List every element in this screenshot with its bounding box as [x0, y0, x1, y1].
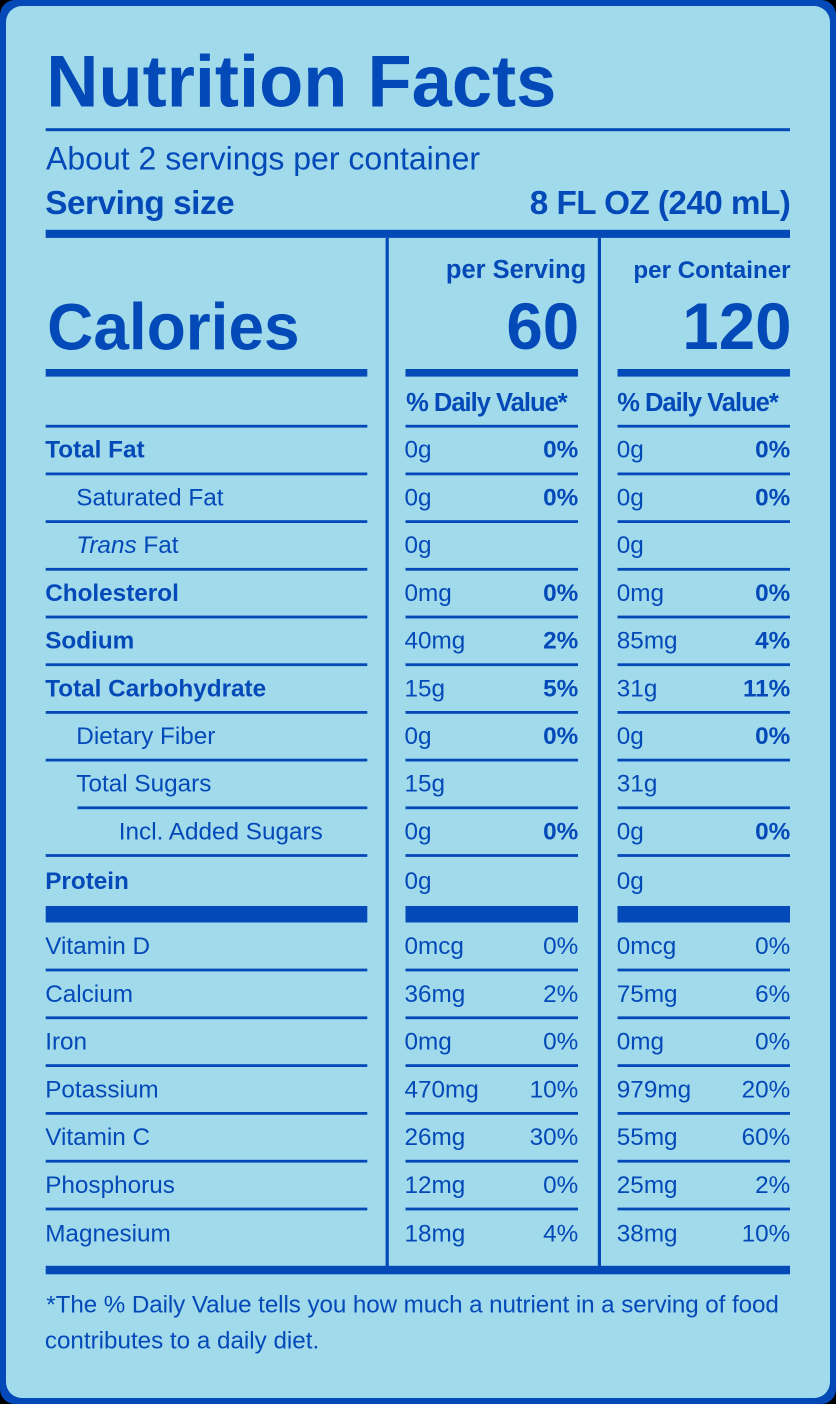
- svg-text:31g: 31g: [617, 675, 658, 702]
- svg-text:0g: 0g: [617, 532, 644, 559]
- svg-text:Dietary Fiber: Dietary Fiber: [76, 723, 215, 750]
- svg-text:15g: 15g: [405, 771, 446, 798]
- svg-text:0g: 0g: [405, 484, 432, 511]
- svg-text:About 2 servings per container: About 2 servings per container: [46, 140, 480, 176]
- svg-text:0%: 0%: [755, 1029, 790, 1056]
- svg-text:0%: 0%: [755, 723, 790, 750]
- svg-text:0mg: 0mg: [405, 1029, 452, 1056]
- svg-text:5%: 5%: [543, 675, 578, 702]
- svg-text:Total Sugars: Total Sugars: [76, 771, 211, 798]
- svg-text:0%: 0%: [543, 1029, 578, 1056]
- svg-text:11%: 11%: [743, 675, 790, 702]
- svg-text:% Daily Value*: % Daily Value*: [617, 389, 779, 417]
- svg-text:Nutrition Facts: Nutrition Facts: [46, 39, 556, 122]
- svg-text:per Container: per Container: [633, 257, 791, 284]
- svg-text:0g: 0g: [617, 868, 644, 895]
- svg-text:25mg: 25mg: [617, 1172, 678, 1199]
- svg-text:Iron: Iron: [45, 1029, 87, 1056]
- svg-text:0%: 0%: [755, 580, 790, 607]
- svg-text:2%: 2%: [543, 981, 578, 1008]
- svg-text:0mcg: 0mcg: [617, 933, 676, 960]
- svg-text:30%: 30%: [530, 1124, 579, 1151]
- svg-text:0g: 0g: [405, 818, 432, 845]
- svg-text:0g: 0g: [617, 818, 644, 845]
- svg-text:470mg: 470mg: [405, 1076, 479, 1103]
- svg-text:Saturated Fat: Saturated Fat: [76, 484, 223, 511]
- svg-text:0mg: 0mg: [617, 1029, 664, 1056]
- svg-text:% Daily Value*: % Daily Value*: [406, 389, 568, 417]
- svg-text:18mg: 18mg: [405, 1220, 466, 1247]
- svg-text:20%: 20%: [742, 1076, 791, 1103]
- svg-text:31g: 31g: [617, 771, 658, 798]
- svg-text:Incl. Added Sugars: Incl. Added Sugars: [119, 818, 323, 845]
- svg-text:6%: 6%: [755, 981, 790, 1008]
- svg-text:0%: 0%: [543, 580, 578, 607]
- svg-text:979mg: 979mg: [617, 1076, 691, 1103]
- svg-text:60%: 60%: [742, 1124, 791, 1151]
- svg-text:0%: 0%: [543, 437, 578, 464]
- svg-text:36mg: 36mg: [405, 981, 466, 1008]
- svg-text:contributes to a daily diet.: contributes to a daily diet.: [45, 1328, 319, 1355]
- svg-text:60: 60: [506, 290, 579, 363]
- svg-text:12mg: 12mg: [405, 1172, 466, 1199]
- svg-text:Cholesterol: Cholesterol: [45, 580, 179, 607]
- svg-text:38mg: 38mg: [617, 1220, 678, 1247]
- svg-text:0g: 0g: [405, 437, 432, 464]
- svg-text:0g: 0g: [405, 723, 432, 750]
- svg-text:26mg: 26mg: [405, 1124, 466, 1151]
- svg-text:0%: 0%: [543, 723, 578, 750]
- svg-text:Total Fat: Total Fat: [45, 437, 144, 464]
- svg-text:0mcg: 0mcg: [405, 933, 464, 960]
- svg-text:0%: 0%: [543, 818, 578, 845]
- svg-text:10%: 10%: [530, 1076, 579, 1103]
- svg-text:85mg: 85mg: [617, 628, 678, 655]
- svg-text:120: 120: [682, 290, 791, 363]
- svg-text:0g: 0g: [617, 484, 644, 511]
- svg-text:0mg: 0mg: [405, 580, 452, 607]
- svg-text:4%: 4%: [755, 628, 790, 655]
- svg-text:0g: 0g: [617, 723, 644, 750]
- svg-text:0mg: 0mg: [617, 580, 664, 607]
- svg-text:Serving size: Serving size: [45, 185, 235, 222]
- svg-text:0%: 0%: [543, 933, 578, 960]
- svg-text:2%: 2%: [755, 1172, 790, 1199]
- svg-text:Protein: Protein: [45, 868, 129, 895]
- svg-text:0g: 0g: [405, 868, 432, 895]
- svg-text:Magnesium: Magnesium: [45, 1220, 171, 1247]
- svg-text:Total Carbohydrate: Total Carbohydrate: [45, 675, 266, 702]
- svg-text:15g: 15g: [405, 675, 446, 702]
- svg-text:Sodium: Sodium: [45, 628, 134, 655]
- svg-text:per Serving: per Serving: [446, 256, 586, 284]
- svg-text:0%: 0%: [755, 818, 790, 845]
- svg-text:0%: 0%: [543, 1172, 578, 1199]
- svg-text:2%: 2%: [543, 628, 578, 655]
- svg-text:0%: 0%: [543, 484, 578, 511]
- svg-text:8 FL OZ (240 mL): 8 FL OZ (240 mL): [530, 185, 791, 222]
- svg-text:Vitamin C: Vitamin C: [45, 1124, 150, 1151]
- svg-text:75mg: 75mg: [617, 981, 678, 1008]
- svg-text:10%: 10%: [742, 1220, 791, 1247]
- svg-text:Phosphorus: Phosphorus: [45, 1172, 175, 1199]
- svg-text:0%: 0%: [755, 437, 790, 464]
- svg-text:Vitamin D: Vitamin D: [45, 933, 150, 960]
- svg-text:0g: 0g: [405, 532, 432, 559]
- svg-text:Trans Fat: Trans Fat: [76, 532, 178, 559]
- svg-text:0%: 0%: [755, 933, 790, 960]
- svg-text:0g: 0g: [617, 437, 644, 464]
- svg-text:4%: 4%: [543, 1220, 578, 1247]
- svg-text:40mg: 40mg: [405, 628, 466, 655]
- svg-text:55mg: 55mg: [617, 1124, 678, 1151]
- svg-text:Calories: Calories: [47, 289, 300, 363]
- svg-text:0%: 0%: [755, 484, 790, 511]
- svg-text:Calcium: Calcium: [45, 981, 133, 1008]
- svg-text:*The % Daily Value tells you h: *The % Daily Value tells you how much a …: [46, 1292, 779, 1319]
- svg-text:Potassium: Potassium: [45, 1076, 158, 1103]
